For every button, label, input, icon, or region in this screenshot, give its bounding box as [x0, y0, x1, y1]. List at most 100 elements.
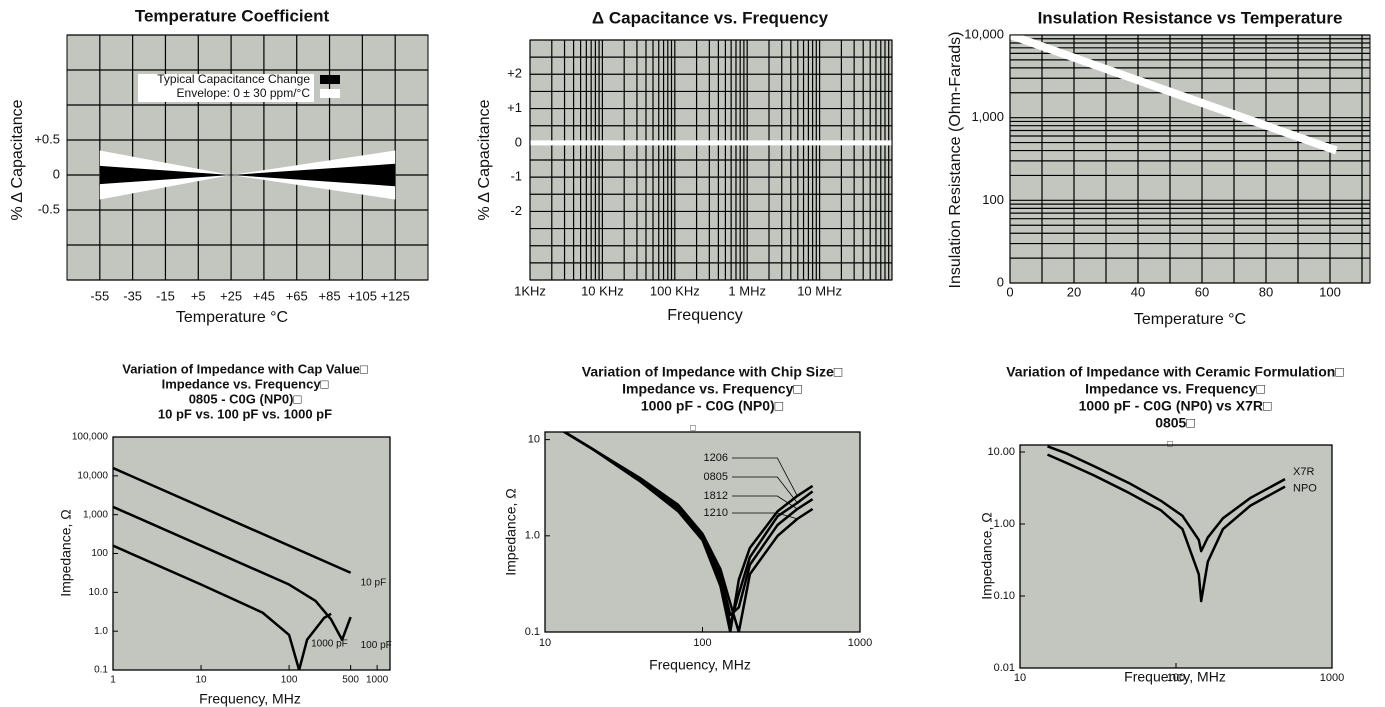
series-label: 100 pF — [361, 640, 392, 651]
chart-title: 1000 pF - C0G (NP0)□ — [641, 398, 784, 414]
chart-title: 10 pF vs. 100 pF vs. 1000 pF — [158, 406, 332, 421]
x-tick-label: 1000 — [848, 637, 872, 649]
line — [562, 432, 814, 632]
x-tick-label: 10 MHz — [797, 283, 842, 298]
chart-title: Δ Capacitance vs. Frequency — [592, 8, 829, 27]
series-label: 1812 — [704, 490, 728, 502]
x-axis-label: Frequency, MHz — [199, 691, 301, 707]
y-tick-label: 1.0 — [94, 626, 108, 637]
plot-area — [1020, 445, 1332, 668]
y-tick-label: 10 — [528, 434, 540, 446]
chart-title: 1000 pF - C0G (NP0) vs X7R□ — [1079, 398, 1272, 414]
legend-swatch — [320, 75, 340, 84]
x-tick-label: 100 KHz — [650, 283, 700, 298]
x-axis-label: Frequency, MHz — [649, 657, 751, 673]
line — [1046, 453, 1286, 603]
y-tick-label: 100 — [982, 192, 1004, 207]
y-tick-label: +1 — [507, 100, 522, 115]
band — [99, 163, 396, 187]
y-axis-label: % Δ Capacitance — [9, 99, 26, 220]
x-tick-label: 100 — [1319, 284, 1341, 299]
legend-label: Envelope: 0 ± 30 ppm/°C — [177, 86, 311, 100]
y-tick-label: 0.1 — [94, 665, 108, 676]
y-axis-label: % Δ Capacitance — [476, 99, 493, 220]
x-tick-label: 0 — [1006, 284, 1013, 299]
y-tick-label: 1.0 — [525, 530, 540, 542]
y-tick-label: -2 — [510, 203, 522, 218]
line — [113, 466, 352, 574]
chart-title: 0805 - C0G (NP0)□ — [189, 391, 302, 406]
x-tick-label: -55 — [90, 288, 109, 303]
x-axis-label: Temperature °C — [1134, 311, 1246, 328]
series-label: 10 pF — [361, 577, 387, 588]
leader-line — [732, 476, 798, 504]
y-axis-label: Impedance, Ω — [979, 512, 995, 600]
x-tick-label: 100 — [281, 675, 298, 686]
y-tick-label: +0.5 — [34, 131, 60, 146]
x-tick-label: 10 — [195, 675, 207, 686]
plot-series — [113, 466, 352, 670]
plot-area — [113, 437, 390, 670]
y-tick-label: 0.10 — [994, 590, 1015, 602]
x-tick-label: 20 — [1067, 284, 1081, 299]
annotation: □ — [1167, 438, 1173, 448]
annotation: □ — [690, 422, 696, 432]
x-tick-label: 10 — [1014, 672, 1026, 684]
y-axis-label: Impedance, Ω — [503, 488, 519, 576]
x-tick-label: 1 — [110, 675, 116, 686]
y-tick-label: 1,000 — [971, 109, 1004, 124]
y-axis-label: Insulation Resistance (Ohm-Farads) — [947, 32, 964, 289]
chart-title: Temperature Coefficient — [135, 6, 330, 25]
x-tick-label: 1KHz — [514, 283, 546, 298]
y-axis-label: Impedance, Ω — [58, 509, 74, 597]
x-tick-label: 100 — [693, 637, 711, 649]
legend-swatch — [320, 89, 340, 98]
x-tick-label: 100 — [1167, 672, 1185, 684]
chart-title: 0805□ — [1155, 415, 1195, 431]
x-tick-label: +65 — [286, 288, 308, 303]
x-tick-label: +45 — [253, 288, 275, 303]
y-tick-label: -1 — [510, 169, 522, 184]
plot-series — [99, 150, 396, 200]
y-tick-label: +2 — [507, 66, 522, 81]
x-tick-label: 1000 — [366, 675, 389, 686]
leader-line — [732, 495, 798, 510]
series-label: NPO — [1293, 483, 1317, 495]
plot-frame — [1009, 34, 1371, 284]
y-tick-label: 0.01 — [994, 662, 1015, 674]
y-tick-label: 100 — [91, 548, 108, 559]
leader-line — [732, 512, 798, 520]
legend-label: Typical Capacitance Change — [157, 72, 310, 86]
line — [113, 544, 332, 670]
y-tick-label: 0 — [997, 274, 1004, 289]
x-tick-label: 500 — [342, 675, 359, 686]
plot-series — [1046, 445, 1286, 603]
x-tick-label: -15 — [156, 288, 175, 303]
line — [113, 505, 352, 642]
leader-line — [732, 457, 798, 497]
plot-area — [1010, 35, 1370, 283]
plot-series — [1010, 35, 1338, 155]
y-tick-label: 10.0 — [89, 587, 109, 598]
chart-title: Impedance vs. Frequency□ — [1085, 381, 1265, 397]
series-label: 0805 — [704, 471, 728, 483]
x-tick-label: +85 — [319, 288, 341, 303]
y-tick-label: 0 — [53, 166, 60, 181]
x-tick-label: 10 — [539, 637, 551, 649]
legend-box — [138, 74, 314, 102]
x-tick-label: +25 — [220, 288, 242, 303]
x-axis-label: Frequency, MHz — [1124, 669, 1226, 685]
x-tick-label: +105 — [348, 288, 377, 303]
y-tick-label: 1.00 — [994, 518, 1015, 530]
series-label: 1206 — [704, 452, 728, 464]
x-tick-label: -35 — [123, 288, 142, 303]
chart-title: Insulation Resistance vs Temperature — [1038, 8, 1343, 27]
x-tick-label: 1000 — [1320, 672, 1344, 684]
y-tick-label: 0 — [515, 134, 522, 149]
series-label: 1000 pF — [311, 638, 348, 649]
y-tick-label: 100,000 — [72, 432, 109, 443]
y-tick-label: -0.5 — [38, 201, 60, 216]
series-label: 1210 — [704, 507, 728, 519]
chart-title: Variation of Impedance with Cap Value□ — [122, 361, 368, 376]
